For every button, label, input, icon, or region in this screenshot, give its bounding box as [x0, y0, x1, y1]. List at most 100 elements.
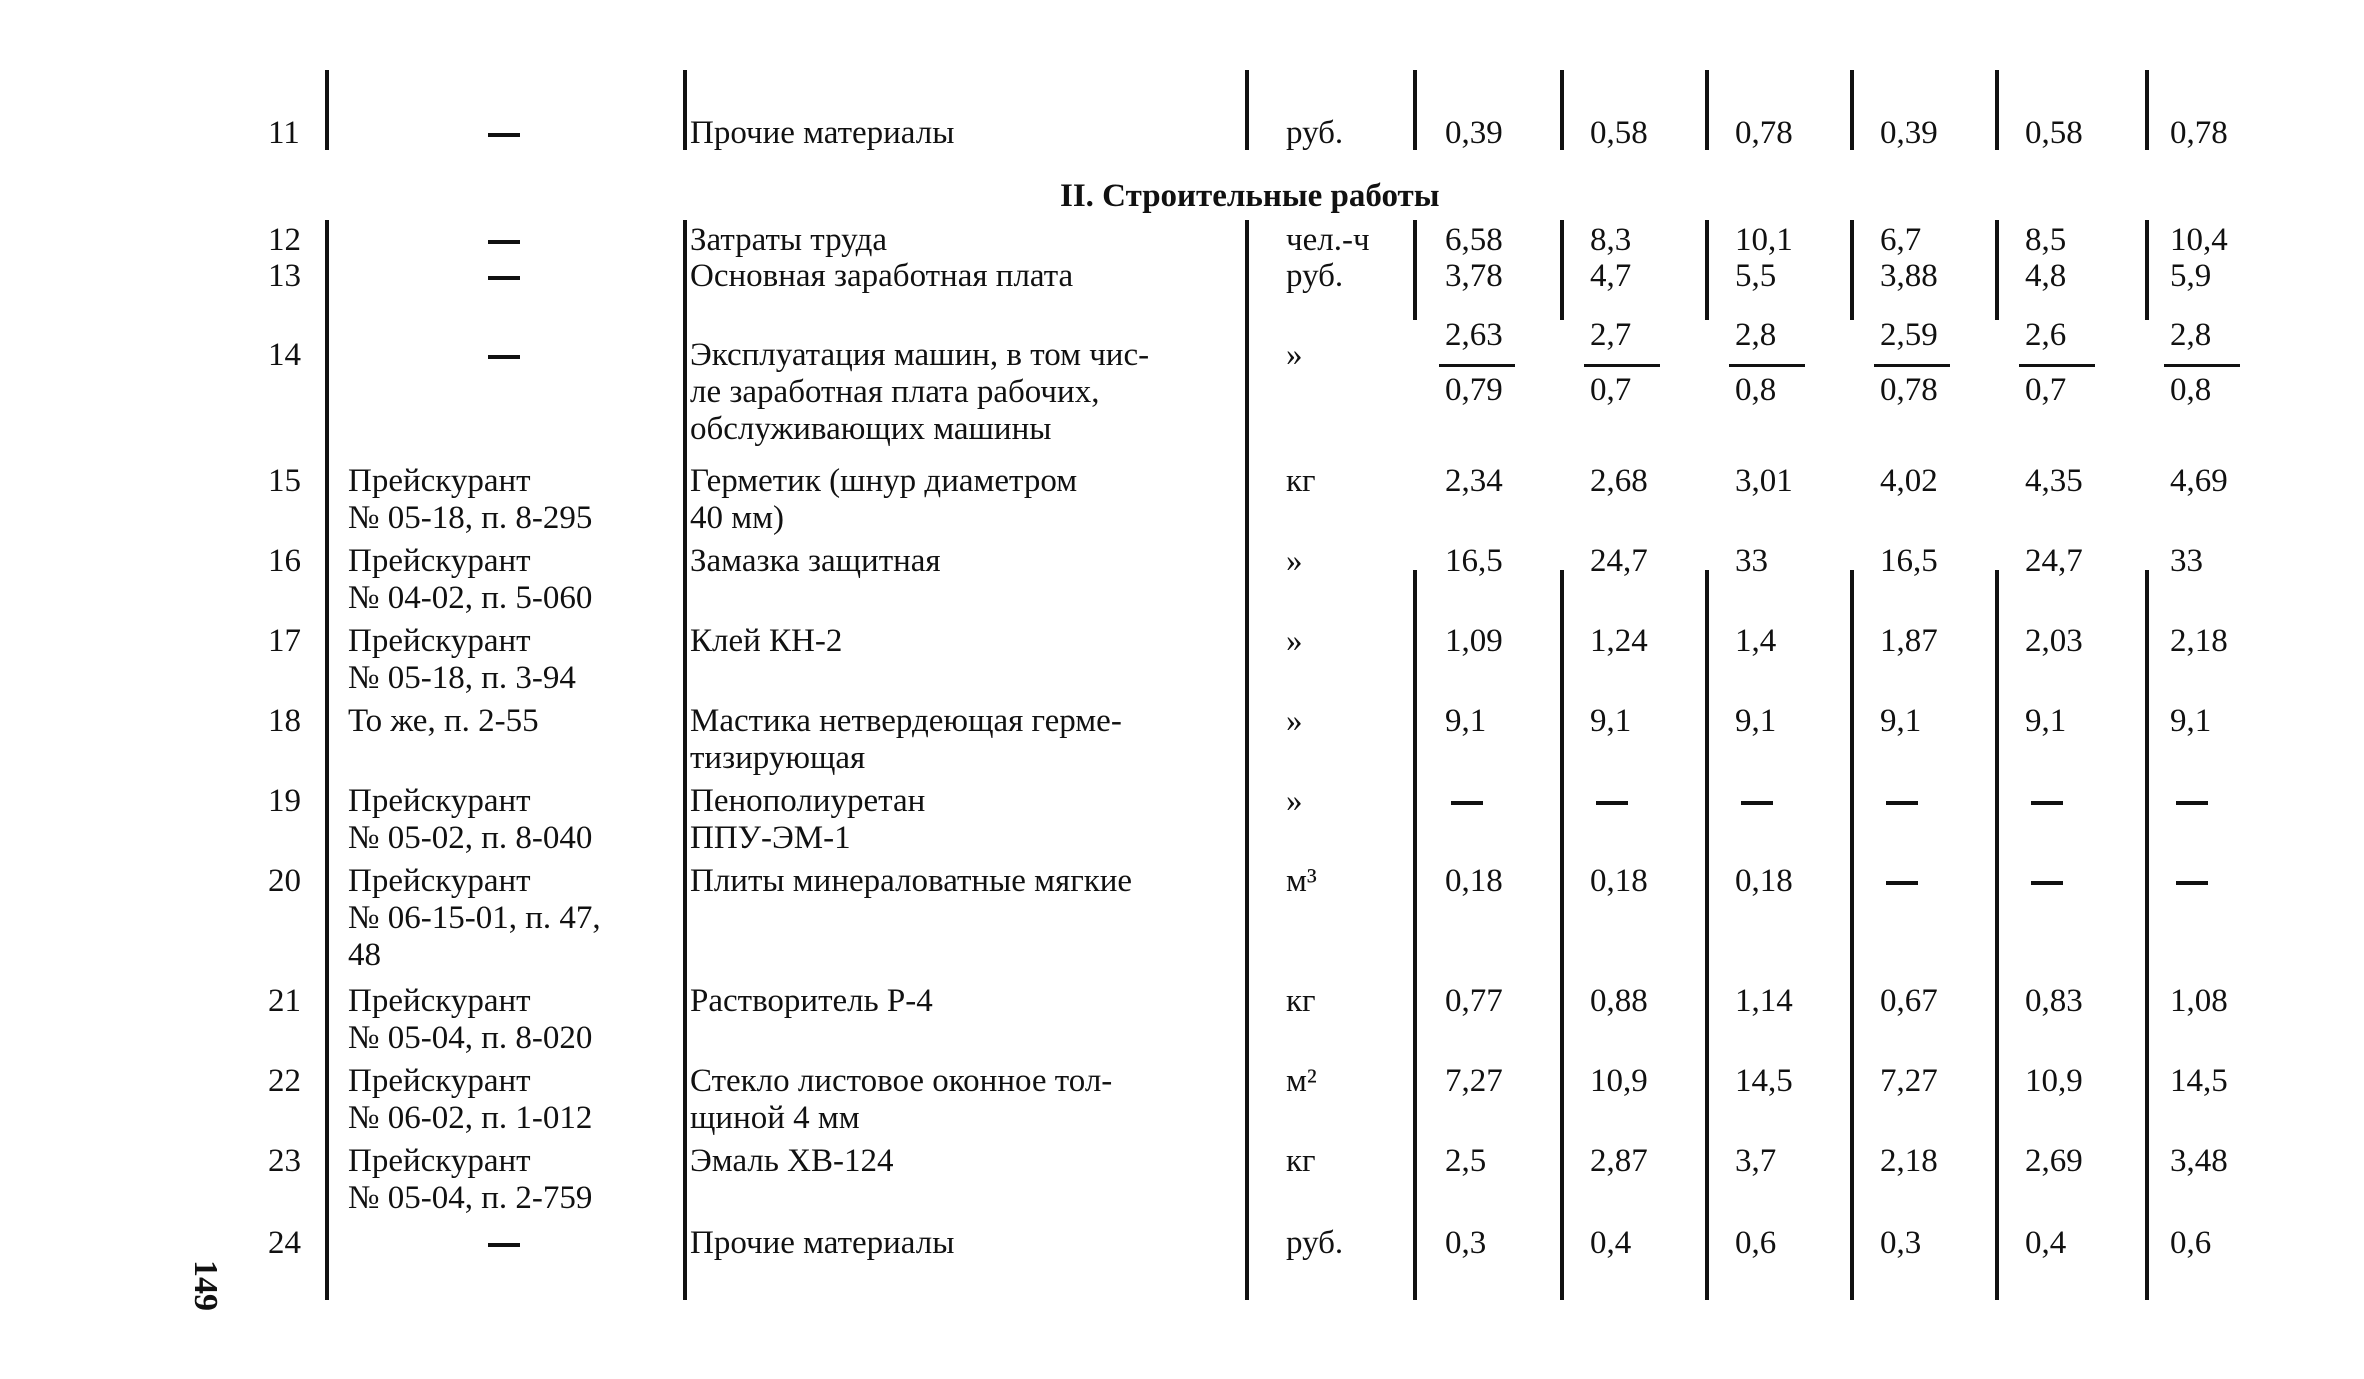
empty-value-dash [2031, 881, 2063, 885]
table-value: 2,69 [2025, 1143, 2083, 1179]
table-value: 14,5 [1735, 1063, 1793, 1099]
value-top: 2,6 [2025, 317, 2067, 353]
table-value: 2,68 [1590, 463, 1648, 499]
item-name: Клей КН-2 [690, 623, 843, 659]
fraction-line [1584, 364, 1660, 367]
row-number: 12 [268, 222, 301, 258]
value-bottom: 0,7 [2025, 372, 2067, 408]
price-source: Прейскурант № 06-02, п. 1-012 [348, 1063, 593, 1136]
empty-source-dash [488, 133, 520, 137]
unit: м² [1286, 1063, 1317, 1099]
table-value: 16,5 [1445, 543, 1503, 579]
table-value: 0,39 [1880, 115, 1938, 151]
row-number: 19 [268, 783, 301, 819]
table-value: 7,27 [1445, 1063, 1503, 1099]
table-border [1705, 220, 1709, 320]
row-number: 16 [268, 543, 301, 579]
table-value: 0,83 [2025, 983, 2083, 1019]
empty-source-dash [488, 355, 520, 359]
table-border [1245, 220, 1249, 1300]
item-name: Плиты минераловатные мягкие [690, 863, 1133, 899]
price-source: Прейскурант № 06-15-01, п. 47, 48 [348, 863, 601, 973]
table-border [1995, 220, 1999, 320]
unit: руб. [1286, 1225, 1344, 1261]
page-number: 149 [187, 1260, 224, 1311]
empty-value-dash [2031, 801, 2063, 805]
item-name: Прочие материалы [690, 1225, 955, 1261]
table-border [325, 70, 329, 150]
empty-value-dash [1886, 801, 1918, 805]
table-value: 0,4 [2025, 1225, 2067, 1261]
unit: » [1286, 623, 1303, 659]
table-value: 4,8 [2025, 258, 2067, 294]
fraction-line [1874, 364, 1950, 367]
item-name: Пенополиуретан ППУ-ЭМ-1 [690, 783, 926, 856]
fraction-line [1729, 364, 1805, 367]
table-value: 0,39 [1445, 115, 1503, 151]
table-value: 9,1 [2170, 703, 2212, 739]
table-border [1413, 70, 1417, 150]
value-bottom: 0,7 [1590, 372, 1632, 408]
table-value: 2,34 [1445, 463, 1503, 499]
unit: м³ [1286, 863, 1317, 899]
table-value: 3,01 [1735, 463, 1793, 499]
empty-value-dash [2176, 881, 2208, 885]
table-value: 3,48 [2170, 1143, 2228, 1179]
table-value: 16,5 [1880, 543, 1938, 579]
table-value: 1,09 [1445, 623, 1503, 659]
value-top: 2,8 [1735, 317, 1777, 353]
value-bottom: 0,8 [1735, 372, 1777, 408]
table-value: 9,1 [2025, 703, 2067, 739]
table-border [1413, 570, 1417, 1300]
value-bottom: 0,78 [1880, 372, 1938, 408]
unit: кг [1286, 463, 1316, 499]
table-value: 8,5 [2025, 222, 2067, 258]
row-number: 13 [268, 258, 301, 294]
unit: чел.-ч [1286, 222, 1370, 258]
table-value: 6,58 [1445, 222, 1503, 258]
empty-value-dash [1596, 801, 1628, 805]
item-name: Стекло листовое оконное тол- щиной 4 мм [690, 1063, 1113, 1136]
item-name: Эмаль ХВ-124 [690, 1143, 894, 1179]
table-value: 4,02 [1880, 463, 1938, 499]
table-value: 4,7 [1590, 258, 1632, 294]
table-value: 1,87 [1880, 623, 1938, 659]
table-value: 1,24 [1590, 623, 1648, 659]
table-border [1995, 70, 1999, 150]
fraction-line [2164, 364, 2240, 367]
section-title: II. Строительные работы [1060, 178, 1440, 214]
table-border [2145, 220, 2149, 320]
table-value: 0,4 [1590, 1225, 1632, 1261]
table-value: 0,77 [1445, 983, 1503, 1019]
empty-value-dash [1451, 801, 1483, 805]
unit: » [1286, 543, 1303, 579]
table-border [2145, 570, 2149, 1300]
table-border [683, 220, 687, 1300]
fraction-line [2019, 364, 2095, 367]
table-border [1560, 220, 1564, 320]
row-number: 22 [268, 1063, 301, 1099]
row-number: 21 [268, 983, 301, 1019]
value-top: 2,63 [1445, 317, 1503, 353]
table-border [1245, 70, 1249, 150]
table-border [1705, 570, 1709, 1300]
table-value: 9,1 [1880, 703, 1922, 739]
table-value: 5,5 [1735, 258, 1777, 294]
table-value: 0,6 [2170, 1225, 2212, 1261]
table-value: 14,5 [2170, 1063, 2228, 1099]
table-value: 2,87 [1590, 1143, 1648, 1179]
table-value: 0,58 [1590, 115, 1648, 151]
table-value: 9,1 [1590, 703, 1632, 739]
table-value: 24,7 [2025, 543, 2083, 579]
price-source: Прейскурант № 05-02, п. 8-040 [348, 783, 593, 856]
table-value: 1,08 [2170, 983, 2228, 1019]
item-name: Затраты труда [690, 222, 888, 258]
table-value: 2,03 [2025, 623, 2083, 659]
unit: » [1286, 783, 1303, 819]
item-name: Основная заработная плата [690, 258, 1074, 294]
table-value: 3,78 [1445, 258, 1503, 294]
table-value: 3,7 [1735, 1143, 1777, 1179]
table-border [1705, 70, 1709, 150]
table-value: 0,67 [1880, 983, 1938, 1019]
table-value: 5,9 [2170, 258, 2212, 294]
